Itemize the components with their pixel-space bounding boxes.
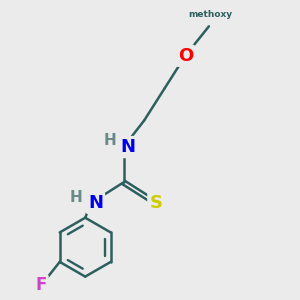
Text: O: O bbox=[178, 47, 193, 65]
Text: H: H bbox=[70, 190, 83, 205]
Text: methoxy: methoxy bbox=[188, 10, 232, 19]
Text: S: S bbox=[149, 194, 162, 212]
Text: H: H bbox=[104, 133, 117, 148]
Text: N: N bbox=[120, 138, 135, 156]
Text: N: N bbox=[88, 194, 103, 212]
Text: F: F bbox=[35, 276, 47, 294]
